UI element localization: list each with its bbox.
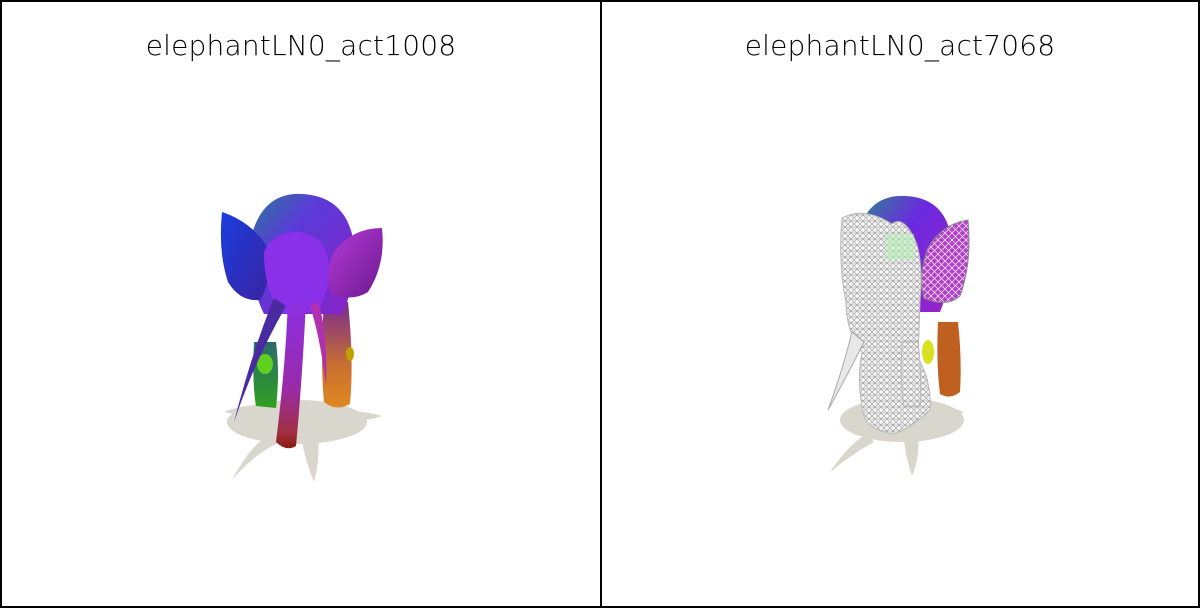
wireframe-leg-left — [900, 341, 922, 407]
panel-title: elephantLN0_act1008 — [145, 29, 457, 62]
leg-right — [322, 302, 352, 408]
elephant-solid-render[interactable] — [2, 2, 600, 606]
ground-shadow — [224, 400, 382, 482]
mesh-highlight — [886, 234, 914, 260]
elephant-wireframe-render[interactable] — [602, 2, 1198, 606]
trunk — [276, 298, 306, 449]
tusk-left — [234, 298, 286, 422]
ear-right — [327, 228, 383, 298]
render-panel-right[interactable]: elephantLN0_act7068 — [600, 2, 1198, 606]
wireframe-tusk — [827, 331, 865, 411]
tusk-right — [310, 302, 327, 386]
leg-highlight — [922, 340, 934, 364]
render-panel-left[interactable]: elephantLN0_act1008 — [2, 2, 600, 606]
ear-right — [921, 219, 970, 303]
leg-right — [937, 322, 961, 397]
panel-title: elephantLN0_act7068 — [744, 29, 1056, 62]
ear-left — [220, 212, 269, 301]
head — [264, 232, 329, 314]
